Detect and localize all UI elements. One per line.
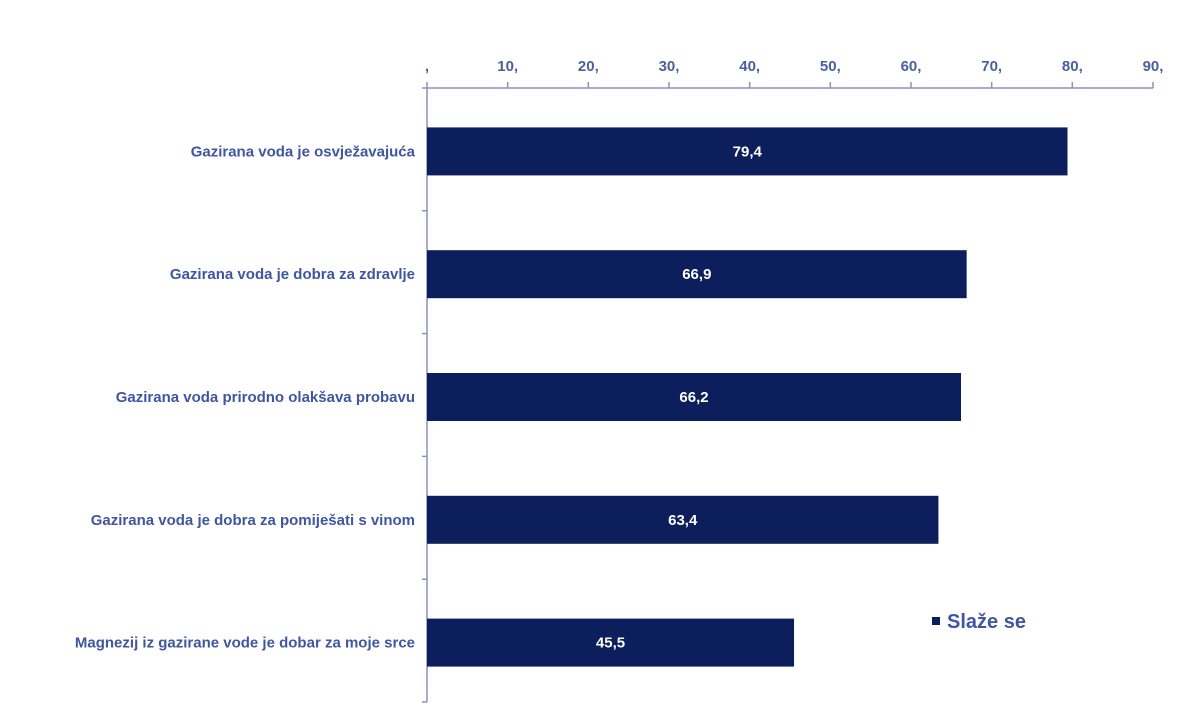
x-tick-label: ,	[425, 58, 429, 75]
bar-value-label: 66,9	[682, 266, 711, 283]
x-tick-label: 30,	[659, 58, 680, 75]
bar-value-label: 66,2	[679, 389, 708, 406]
legend: Slaže se	[932, 611, 1026, 633]
x-tick-label: 90,	[1143, 58, 1164, 75]
x-tick-label: 60,	[901, 58, 922, 75]
category-label: Gazirana voda je dobra za zdravlje	[170, 266, 415, 283]
bar	[427, 373, 962, 421]
x-tick-label: 20,	[578, 58, 599, 75]
bar	[427, 250, 967, 299]
legend-label: Slaže se	[947, 611, 1026, 633]
bars: 79,4 66,9 66,2 63,4 45,5	[427, 127, 1068, 667]
legend-swatch	[932, 617, 940, 625]
bar-value-label: 79,4	[733, 143, 763, 160]
category-label: Gazirana voda prirodno olakšava probavu	[116, 389, 415, 406]
y-axis: Gazirana voda je osvježavajuća Gazirana v…	[75, 87, 428, 703]
category-label: Magnezij iz gazirane vode je dobar za mo…	[75, 635, 415, 652]
x-tick-label: 40,	[739, 58, 760, 75]
category-label: Gazirana voda je osvježavajuća	[191, 143, 416, 160]
bar	[427, 127, 1068, 176]
x-tick-label: 70,	[981, 58, 1002, 75]
x-tick-label: 10,	[497, 58, 518, 75]
category-label: Gazirana voda je dobra za pomiješati s v…	[91, 512, 415, 529]
bar-value-label: 45,5	[596, 635, 625, 652]
bar	[427, 495, 939, 544]
x-tick-label: 50,	[820, 58, 841, 75]
x-tick-label: 80,	[1062, 58, 1083, 75]
bar-value-label: 63,4	[668, 512, 698, 529]
x-axis: , 10, 20, 30, 40, 50, 60, 70, 80, 90,	[425, 58, 1164, 89]
bar	[427, 618, 795, 667]
